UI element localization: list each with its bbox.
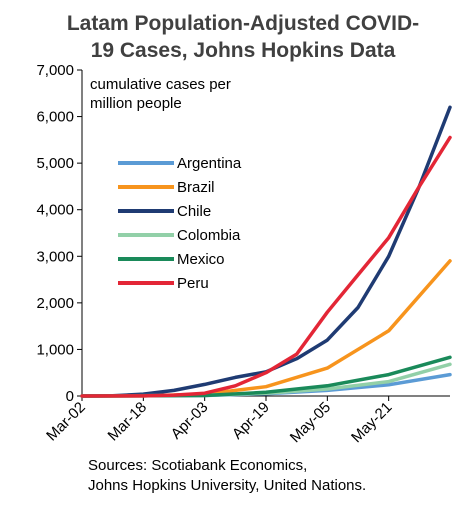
legend: Argentina Brazil Chile Colombia Mexico Peru xyxy=(118,155,242,292)
chart-title-line2: 19 Cases, Johns Hopkins Data xyxy=(91,39,396,62)
legend-label-peru: Peru xyxy=(177,275,209,292)
y-axis-note-line2: million people xyxy=(90,95,182,112)
x-tick-labels: Mar-02 Mar-18 Apr-03 Apr-19 May-05 May-21 xyxy=(43,399,395,446)
chart-title-line1: Latam Population-Adjusted COVID- xyxy=(67,12,419,35)
y-axis-note-line1: cumulative cases per xyxy=(90,76,231,93)
x-tick-label: Mar-02 xyxy=(43,399,89,445)
x-tick-label: Mar-18 xyxy=(105,399,151,445)
y-tick-label: 0 xyxy=(66,388,74,405)
series-line-peru xyxy=(80,135,452,398)
y-tick-label: 4,000 xyxy=(36,202,74,219)
x-tick-label: May-05 xyxy=(287,399,334,446)
y-tick-label: 3,000 xyxy=(36,248,74,265)
legend-label-argentina: Argentina xyxy=(177,155,242,172)
legend-label-chile: Chile xyxy=(177,203,211,220)
x-tick-label: Apr-03 xyxy=(168,399,212,443)
series-line-chile xyxy=(80,105,452,398)
y-tick-label: 7,000 xyxy=(36,62,74,79)
y-tick-label: 2,000 xyxy=(36,295,74,312)
legend-label-brazil: Brazil xyxy=(177,179,215,196)
y-tick-labels: 0 1,000 2,000 3,000 4,000 5,000 6,000 7,000 xyxy=(36,62,74,405)
x-tick-label: Apr-19 xyxy=(229,399,273,443)
source-line-1: Sources: Scotiabank Economics, xyxy=(88,457,307,474)
y-tick-label: 1,000 xyxy=(36,341,74,358)
x-tick-label: May-21 xyxy=(348,399,395,446)
y-tick-label: 6,000 xyxy=(36,109,74,126)
source-line-2: Johns Hopkins University, United Nations… xyxy=(88,477,366,494)
legend-label-colombia: Colombia xyxy=(177,227,241,244)
y-tick-label: 5,000 xyxy=(36,155,74,172)
series-line-mexico xyxy=(80,355,452,398)
legend-label-mexico: Mexico xyxy=(177,251,225,268)
series-lines xyxy=(80,105,452,398)
